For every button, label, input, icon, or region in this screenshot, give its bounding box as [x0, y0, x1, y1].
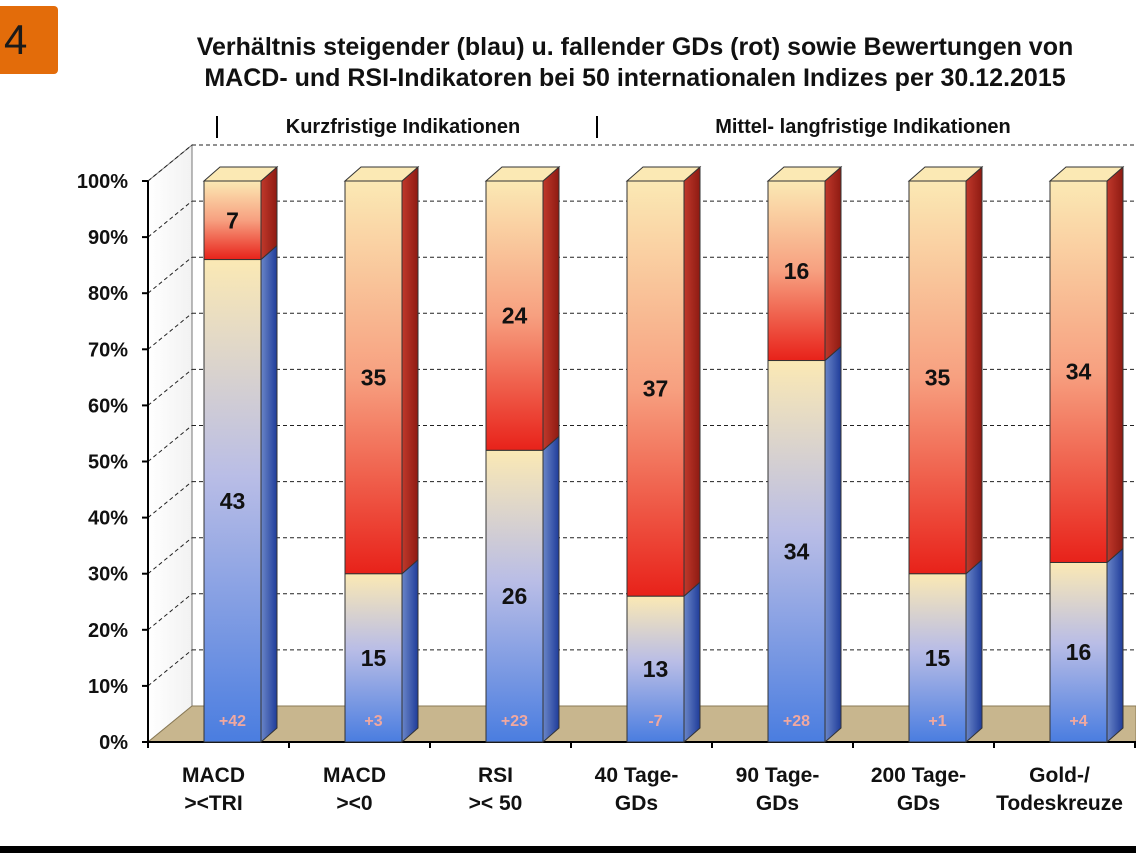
data-label-falling: 37: [643, 376, 669, 402]
bar-falling-side: [260, 165, 278, 261]
gridline-diagonal: [147, 481, 193, 518]
y-tick-label: 60%: [88, 395, 128, 417]
x-tick-label: ><TRI: [184, 792, 242, 815]
bar-rising-side: [965, 558, 983, 744]
data-label-net: +23: [501, 713, 528, 730]
x-tick-label: GDs: [897, 792, 940, 815]
y-tick-label: 100%: [77, 171, 128, 193]
gridline-diagonal: [147, 593, 193, 631]
x-tick-label: MACD: [182, 764, 245, 787]
data-label-falling: 35: [361, 364, 387, 390]
y-tick-label: 20%: [88, 620, 128, 642]
chart-title: Verhältnis steigender (blau) u. fallende…: [130, 32, 1136, 94]
gridline-diagonal: [147, 256, 193, 294]
y-tick-label: 0%: [99, 732, 128, 754]
bar-top: [202, 166, 279, 182]
bar-falling-side: [683, 165, 701, 598]
y-tick-label: 90%: [88, 227, 128, 249]
data-label-rising: 15: [925, 645, 951, 671]
bar-rising-side: [401, 558, 419, 744]
bar-rising-side: [1106, 547, 1124, 744]
x-tick-label: GDs: [615, 792, 658, 815]
bar-top: [1048, 166, 1125, 182]
data-label-falling: 35: [925, 364, 951, 390]
x-tick-label: Gold-/: [1029, 764, 1090, 787]
bar-falling: [485, 180, 544, 451]
data-label-rising: 16: [1066, 639, 1092, 665]
slide-number-badge: 4: [0, 6, 58, 74]
bar-top: [484, 166, 561, 182]
bar-rising: [203, 259, 262, 743]
bar-falling: [203, 180, 262, 261]
bar-rising-side: [260, 244, 278, 744]
gridline-diagonal: [147, 425, 193, 462]
data-label-net: -7: [648, 713, 662, 730]
chart-title-line-1: Verhältnis steigender (blau) u. fallende…: [196, 33, 1074, 61]
x-tick-label: Todeskreuze: [996, 792, 1123, 815]
y-tick-label: 40%: [88, 508, 128, 530]
data-label-net: +42: [219, 713, 246, 730]
y-tick-label: 10%: [88, 676, 128, 698]
bar-falling-side: [965, 165, 983, 575]
x-tick-label: 200 Tage-: [871, 764, 966, 787]
bar-rising: [485, 449, 544, 743]
bar-top: [907, 166, 984, 182]
y-tick-label: 30%: [88, 564, 128, 586]
x-tick-label: >< 50: [469, 792, 523, 815]
x-tick-label: 90 Tage-: [736, 764, 820, 787]
data-label-net: +28: [783, 713, 810, 730]
bar-top: [343, 166, 420, 182]
data-label-falling: 16: [784, 258, 810, 284]
bar-top: [625, 166, 702, 182]
y-tick-label: 80%: [88, 283, 128, 305]
data-label-falling: 24: [502, 303, 528, 329]
data-label-rising: 15: [361, 645, 387, 671]
x-tick-label: ><0: [336, 792, 372, 815]
bar-falling-side: [1106, 165, 1124, 564]
bar-rising: [767, 360, 826, 743]
x-tick-label: 40 Tage-: [595, 764, 679, 787]
gridline-diagonal: [147, 649, 193, 687]
y-tick-label: 50%: [88, 452, 128, 474]
gridline-diagonal: [147, 537, 193, 575]
x-tick-label: GDs: [756, 792, 799, 815]
x-tick-label: MACD: [323, 764, 386, 787]
bar-rising-side: [824, 345, 842, 744]
data-label-net: +1: [928, 713, 946, 730]
section-label-short-term: Kurzfristige Indikationen: [286, 116, 520, 138]
gridline-diagonal: [147, 369, 193, 406]
data-label-net: +3: [364, 713, 382, 730]
chart-title-line-2: MACD- und RSI-Indikatoren bei 50 interna…: [204, 64, 1066, 92]
data-label-rising: 43: [220, 488, 246, 514]
bar-rising-side: [683, 581, 701, 744]
bar-rising: [626, 595, 685, 743]
bar-falling: [908, 180, 967, 575]
bar-falling: [626, 180, 685, 597]
bar-falling-side: [824, 165, 842, 362]
gridline-diagonal: [147, 312, 193, 350]
data-label-net: +4: [1069, 713, 1087, 730]
section-label-long-term: Mittel- langfristige Indikationen: [715, 116, 1011, 138]
data-label-rising: 13: [643, 656, 669, 682]
y-tick-label: 70%: [88, 339, 128, 361]
data-label-falling: 7: [226, 207, 239, 233]
x-tick-label: RSI: [478, 764, 513, 787]
bar-falling-side: [401, 165, 419, 575]
gridline-diagonal: [147, 144, 193, 182]
bar-falling: [767, 180, 826, 362]
data-label-rising: 26: [502, 583, 528, 609]
gridline-diagonal: [147, 200, 193, 238]
bottom-rule: [0, 846, 1136, 853]
bar-top: [766, 166, 843, 182]
bar-falling-side: [542, 165, 560, 452]
bar-rising-side: [542, 435, 560, 744]
data-label-falling: 34: [1066, 359, 1092, 385]
data-label-rising: 34: [784, 538, 810, 564]
bar-rising: [908, 573, 967, 743]
